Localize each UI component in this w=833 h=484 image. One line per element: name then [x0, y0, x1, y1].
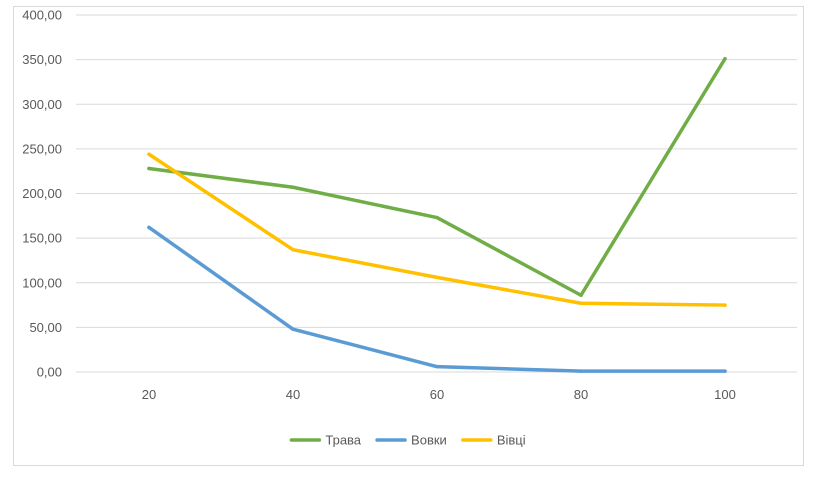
legend-label: Трава	[325, 433, 361, 448]
data-point	[435, 275, 439, 280]
y-tick-label: 400,00	[22, 8, 62, 23]
y-tick-label: 300,00	[22, 97, 62, 112]
data-point	[291, 327, 295, 331]
data-point	[723, 303, 727, 307]
data-point	[579, 301, 583, 306]
gridlines	[76, 14, 797, 373]
data-point	[435, 215, 439, 220]
y-axis-ticks: 0,00 50,00 100,00 150,00 200,00 250,00 300,00 3…	[22, 8, 62, 380]
x-axis-ticks: 20 40 60 80 100	[142, 387, 736, 402]
data-point	[435, 364, 439, 369]
x-tick-label: 60	[430, 387, 444, 402]
legend-item: Вовки	[375, 433, 447, 448]
data-point	[723, 56, 727, 61]
x-tick-label: 20	[142, 387, 156, 402]
legend-label: Вовки	[411, 433, 447, 448]
legend-item: Вівці	[461, 433, 526, 448]
series-line	[147, 225, 727, 373]
y-tick-label: 200,00	[22, 186, 62, 201]
y-tick-label: 50,00	[29, 320, 62, 335]
data-point	[723, 369, 727, 373]
y-tick-label: 250,00	[22, 141, 62, 156]
legend-label: Вівці	[497, 433, 526, 448]
x-tick-label: 80	[574, 387, 588, 402]
data-point	[147, 166, 151, 171]
y-tick-label: 350,00	[22, 52, 62, 67]
data-point	[291, 185, 295, 190]
legend: Трава Вовки Вівці	[289, 433, 526, 448]
data-point	[291, 247, 295, 252]
chart-frame	[13, 6, 804, 466]
legend-item: Трава	[289, 433, 362, 448]
data-point	[579, 369, 583, 373]
series-lines	[147, 56, 727, 373]
x-tick-label: 40	[286, 387, 300, 402]
y-tick-label: 150,00	[22, 231, 62, 246]
y-tick-label: 100,00	[22, 275, 62, 290]
data-point	[147, 152, 151, 156]
x-tick-label: 100	[714, 387, 736, 402]
series-line	[147, 56, 727, 297]
y-tick-label: 0,00	[37, 365, 62, 380]
data-point	[147, 225, 151, 230]
data-point	[579, 293, 583, 297]
